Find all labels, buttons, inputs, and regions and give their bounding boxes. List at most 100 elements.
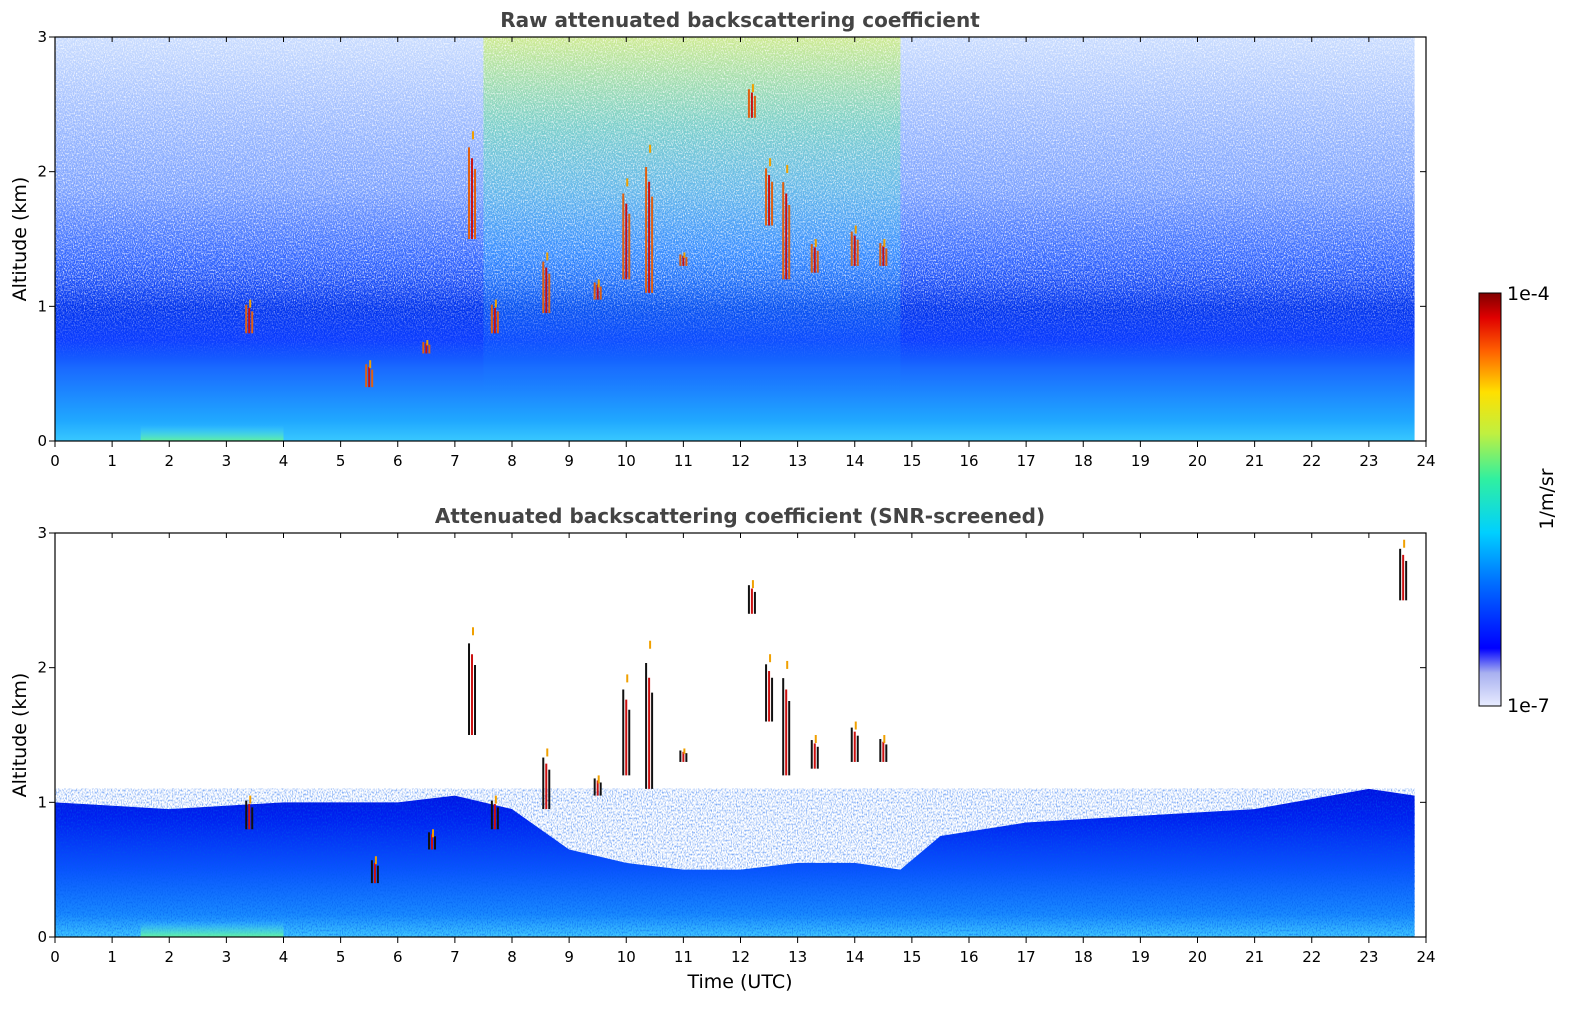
colorbar: 1e-4 1e-7 1/m/sr (1478, 283, 1558, 717)
top-noise-speckle (55, 37, 1415, 441)
top-x-tick-label: 24 (1416, 452, 1435, 470)
top-x-tick-label: 1 (107, 452, 117, 470)
bottom-x-tick-label: 6 (393, 948, 403, 966)
bottom-x-tick-label: 24 (1416, 948, 1435, 966)
top-cloud-segment (542, 252, 551, 314)
top-x-tick-label: 7 (450, 452, 460, 470)
top-y-tick-label: 0 (37, 432, 47, 450)
top-cloud-segment (365, 360, 374, 388)
top-panel-title: Raw attenuated backscattering coefficien… (500, 8, 980, 32)
top-x-tick-label: 18 (1074, 452, 1093, 470)
bottom-x-tick-label: 23 (1359, 948, 1378, 966)
bottom-x-tick-label: 22 (1302, 948, 1321, 966)
bottom-panel-title: Attenuated backscattering coefficient (S… (435, 504, 1045, 528)
bottom-x-tick-label: 11 (674, 948, 693, 966)
top-x-tick-label: 9 (564, 452, 574, 470)
top-cloud-segment (245, 299, 254, 334)
colorbar-unit-label: 1/m/sr (1536, 468, 1558, 529)
bottom-cloud-segment (879, 735, 888, 762)
bottom-x-tick-label: 19 (1131, 948, 1150, 966)
bottom-x-tick-label: 7 (450, 948, 460, 966)
top-cloud-segment (490, 299, 499, 334)
bottom-x-tick-label: 9 (564, 948, 574, 966)
bottom-cloud-marks (245, 539, 1408, 884)
top-x-tick-label: 4 (279, 452, 289, 470)
top-x-tick-label: 19 (1131, 452, 1150, 470)
bottom-x-tick-label: 3 (222, 948, 232, 966)
top-y-tick-label: 3 (37, 28, 47, 46)
bottom-x-tick-label: 13 (788, 948, 807, 966)
top-x-tick-label: 17 (1017, 452, 1036, 470)
top-y-tick-label: 1 (37, 297, 47, 315)
bottom-x-tick-label: 20 (1188, 948, 1207, 966)
bottom-x-tick-label: 21 (1245, 948, 1264, 966)
top-cloud-segment (593, 279, 602, 300)
top-cloud-segment (679, 252, 688, 266)
bottom-x-tick-label: 2 (164, 948, 174, 966)
colorbar-max-label: 1e-4 (1507, 283, 1550, 305)
bottom-y-tick-label: 1 (37, 793, 47, 811)
top-cloud-segment (747, 84, 756, 118)
top-x-tick-label: 21 (1245, 452, 1264, 470)
top-x-tick-label: 5 (336, 452, 346, 470)
top-x-tick-label: 0 (50, 452, 60, 470)
bottom-cloud-segment (747, 580, 756, 614)
bottom-cloud-segment (370, 856, 379, 884)
x-axis-label: Time (UTC) (686, 971, 792, 993)
bottom-x-tick-label: 10 (617, 948, 636, 966)
top-cloud-segment (645, 144, 654, 293)
bottom-x-axis: 0 1 2 3 4 5 6 7 8 9 10 11 12 13 14 15 16 17 18 19 20 21 22 23 24 (50, 533, 1436, 966)
top-cloud-segment (422, 340, 431, 354)
top-y-axis-label: Altitude (km) (9, 177, 31, 302)
bottom-y-axis: 0 1 2 3 (37, 524, 1426, 946)
colorbar-gradient (1478, 292, 1502, 707)
bottom-x-tick-label: 15 (902, 948, 921, 966)
bottom-x-tick-label: 16 (959, 948, 978, 966)
top-x-tick-label: 15 (902, 452, 921, 470)
bottom-x-tick-label: 17 (1017, 948, 1036, 966)
bottom-cloud-segment (245, 795, 254, 830)
top-x-tick-label: 14 (845, 452, 864, 470)
top-x-tick-label: 23 (1359, 452, 1378, 470)
top-x-tick-label: 13 (788, 452, 807, 470)
top-cloud-segment (810, 239, 819, 273)
bottom-cloud-segment (679, 748, 688, 762)
bottom-cloud-segment (645, 640, 654, 789)
bottom-cloud-segment (468, 627, 477, 735)
top-x-tick-label: 12 (731, 452, 750, 470)
bottom-y-axis-label: Altitude (km) (9, 673, 31, 798)
top-x-tick-label: 20 (1188, 452, 1207, 470)
top-cloud-segment (468, 131, 477, 239)
bottom-cloud-segment (765, 654, 774, 722)
bottom-cloud-segment (850, 721, 859, 762)
top-x-tick-label: 8 (507, 452, 517, 470)
top-cloud-marks (245, 84, 888, 388)
bottom-cloud-segment (542, 748, 551, 810)
bottom-x-tick-label: 0 (50, 948, 60, 966)
top-x-tick-label: 2 (164, 452, 174, 470)
top-x-tick-label: 10 (617, 452, 636, 470)
top-cloud-segment (622, 178, 631, 280)
bottom-cloud-segment (810, 735, 819, 769)
bottom-y-tick-label: 2 (37, 659, 47, 677)
bottom-x-tick-label: 18 (1074, 948, 1093, 966)
bottom-field-texture (55, 788, 1415, 937)
bottom-x-tick-label: 4 (279, 948, 289, 966)
bottom-surface-layer (140, 921, 284, 937)
colorbar-min-label: 1e-7 (1507, 695, 1550, 717)
bottom-cloud-segment (428, 829, 437, 850)
top-x-axis: 0 1 2 3 4 5 6 7 8 9 10 11 12 13 14 15 16 17 18 19 20 21 22 23 24 (50, 37, 1436, 470)
bottom-plot-area (55, 533, 1426, 937)
top-x-tick-label: 11 (674, 452, 693, 470)
bottom-cloud-segment (622, 674, 631, 776)
top-x-tick-label: 22 (1302, 452, 1321, 470)
bottom-x-tick-label: 5 (336, 948, 346, 966)
bottom-y-tick-label: 3 (37, 524, 47, 542)
bottom-cloud-segment (593, 775, 602, 796)
bottom-cloud-segment (782, 660, 791, 776)
bottom-x-tick-label: 1 (107, 948, 117, 966)
top-x-tick-label: 16 (959, 452, 978, 470)
top-cloud-segment (765, 158, 774, 226)
bottom-cloud-segment (490, 795, 499, 830)
